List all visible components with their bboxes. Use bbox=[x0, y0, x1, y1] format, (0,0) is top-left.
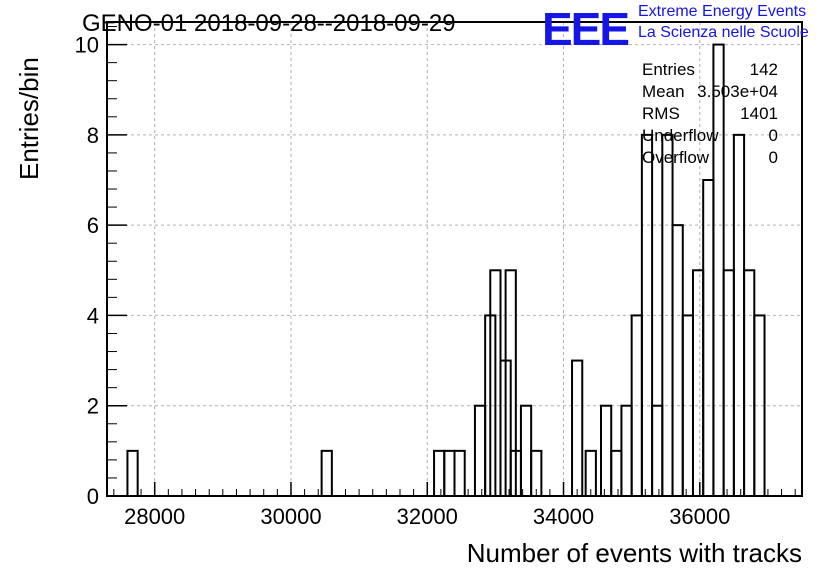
x-tick-label: 30000 bbox=[260, 504, 321, 529]
histogram-bin bbox=[599, 404, 613, 498]
histogram-bin bbox=[743, 269, 756, 497]
stats-key: Underflow bbox=[642, 126, 719, 145]
eee-logo-line2: La Scienza nelle Scuole bbox=[638, 24, 809, 41]
y-tick-label: 4 bbox=[87, 303, 99, 328]
histogram-bin bbox=[671, 224, 684, 497]
chart-title: GENO-01 2018-09-28--2018-09-29 bbox=[82, 10, 456, 37]
stats-value: 0 bbox=[768, 126, 778, 145]
stats-value: 142 bbox=[749, 60, 778, 79]
y-axis-label: Entries/bin bbox=[14, 57, 44, 180]
histogram-bin bbox=[443, 449, 456, 498]
stats-row: RMS 1401 bbox=[642, 104, 778, 126]
stats-row: Overflow 0 bbox=[642, 148, 778, 170]
stats-key: Overflow bbox=[642, 148, 710, 167]
eee-logo-mark: EEE bbox=[542, 3, 630, 55]
stats-box: Entries 142 Mean 3.503e+04 RMS 1401 Unde… bbox=[642, 60, 778, 170]
stats-value: 1401 bbox=[740, 104, 778, 123]
y-tick-label: 2 bbox=[87, 394, 99, 419]
axis-ticks: 28000 30000 32000 34000 36000 0 2 4 6 8 10 bbox=[75, 26, 796, 529]
y-tick-label: 8 bbox=[87, 123, 99, 148]
grid-lines bbox=[107, 22, 802, 496]
x-axis-label: Number of events with tracks bbox=[466, 538, 802, 568]
histogram-bin bbox=[571, 359, 584, 498]
y-tick-label: 0 bbox=[87, 484, 99, 509]
stats-row: Entries 142 bbox=[642, 60, 778, 82]
x-tick-label: 32000 bbox=[397, 504, 458, 529]
histogram-bin bbox=[620, 404, 633, 498]
eee-logo-line1: Extreme Energy Events bbox=[638, 3, 807, 20]
histogram-bin bbox=[691, 269, 705, 497]
x-tick-label: 36000 bbox=[669, 504, 730, 529]
histogram-bin bbox=[651, 404, 664, 498]
histogram-bin bbox=[473, 404, 487, 498]
histogram-bin bbox=[126, 449, 139, 498]
stats-row: Mean 3.503e+04 bbox=[642, 82, 778, 104]
stats-key: Entries bbox=[642, 60, 695, 79]
x-tick-label: 34000 bbox=[533, 504, 594, 529]
histogram-bin bbox=[702, 179, 715, 497]
stats-value: 3.503e+04 bbox=[697, 82, 778, 101]
histogram-bin bbox=[722, 269, 735, 497]
histogram-bin bbox=[453, 449, 466, 498]
histogram-bin bbox=[433, 449, 446, 498]
y-tick-label: 10 bbox=[75, 33, 99, 58]
stats-key: RMS bbox=[642, 104, 680, 123]
stats-key: Mean bbox=[642, 82, 685, 101]
y-tick-label: 6 bbox=[87, 213, 99, 238]
stats-row: Underflow 0 bbox=[642, 126, 778, 148]
histogram-bin bbox=[320, 449, 333, 498]
stats-value: 0 bbox=[768, 148, 778, 167]
x-tick-label: 28000 bbox=[124, 504, 185, 529]
histogram-bin bbox=[519, 404, 533, 498]
histogram-bin bbox=[610, 449, 623, 498]
